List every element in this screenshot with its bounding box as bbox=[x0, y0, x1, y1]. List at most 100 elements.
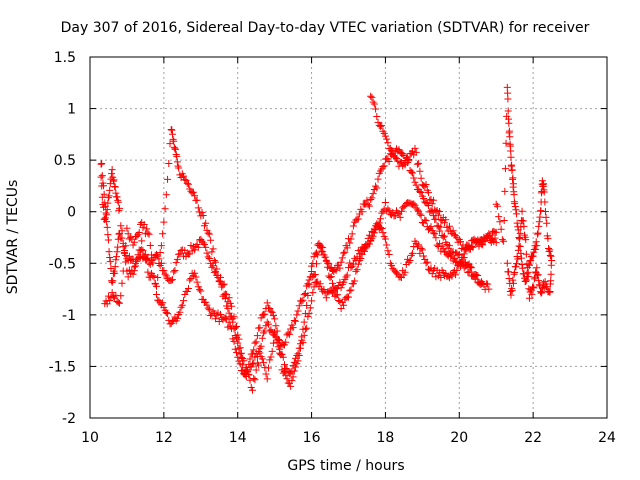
data-point bbox=[340, 249, 348, 257]
data-point bbox=[272, 322, 280, 330]
data-point bbox=[347, 264, 355, 272]
data-point bbox=[512, 206, 520, 214]
data-point bbox=[333, 291, 341, 299]
data-point bbox=[352, 267, 360, 275]
data-point bbox=[501, 187, 509, 195]
data-point bbox=[541, 198, 549, 206]
data-point bbox=[433, 222, 441, 230]
data-point bbox=[306, 273, 314, 281]
data-point bbox=[406, 256, 414, 264]
data-point bbox=[155, 260, 163, 268]
data-point bbox=[130, 267, 138, 275]
data-point bbox=[124, 230, 132, 238]
data-point bbox=[535, 277, 543, 285]
data-point bbox=[493, 202, 501, 210]
data-point bbox=[374, 118, 382, 126]
data-point bbox=[540, 279, 548, 287]
data-point bbox=[97, 173, 105, 181]
data-point bbox=[320, 285, 328, 293]
data-point bbox=[535, 222, 543, 230]
data-point bbox=[519, 264, 527, 272]
data-point bbox=[314, 251, 322, 259]
data-point bbox=[98, 193, 106, 201]
data-point bbox=[144, 268, 152, 276]
data-point bbox=[504, 95, 512, 103]
data-point bbox=[370, 100, 378, 108]
data-point bbox=[168, 126, 176, 134]
data-point bbox=[423, 258, 431, 266]
data-point bbox=[98, 182, 106, 190]
data-point bbox=[102, 297, 110, 305]
data-point bbox=[517, 254, 525, 262]
data-point bbox=[204, 253, 212, 261]
data-point bbox=[496, 218, 504, 226]
data-point bbox=[394, 209, 402, 217]
data-point bbox=[234, 339, 242, 347]
data-point bbox=[113, 248, 121, 256]
data-point bbox=[236, 360, 244, 368]
data-point bbox=[225, 318, 233, 326]
data-point bbox=[437, 273, 445, 281]
data-point bbox=[276, 349, 284, 357]
data-point bbox=[214, 273, 222, 281]
data-point bbox=[535, 281, 543, 289]
data-point bbox=[383, 241, 391, 249]
data-point bbox=[216, 311, 224, 319]
data-point bbox=[517, 223, 525, 231]
x-tick-label: 24 bbox=[598, 430, 616, 446]
data-point bbox=[239, 367, 247, 375]
data-point bbox=[538, 288, 546, 296]
data-point bbox=[421, 216, 429, 224]
data-point bbox=[348, 230, 356, 238]
data-point bbox=[304, 291, 312, 299]
data-point bbox=[168, 276, 176, 284]
data-point bbox=[466, 263, 474, 271]
data-point bbox=[484, 280, 492, 288]
data-point bbox=[510, 191, 518, 199]
data-point bbox=[115, 230, 123, 238]
data-point bbox=[159, 299, 167, 307]
data-point bbox=[309, 289, 317, 297]
data-point bbox=[183, 179, 191, 187]
data-point bbox=[431, 230, 439, 238]
data-point bbox=[250, 359, 258, 367]
data-point bbox=[160, 218, 168, 226]
data-point bbox=[109, 277, 117, 285]
data-point bbox=[372, 105, 380, 113]
data-point bbox=[123, 224, 131, 232]
data-point bbox=[305, 309, 313, 317]
data-point bbox=[524, 264, 532, 272]
data-point bbox=[428, 270, 436, 278]
data-point bbox=[417, 244, 425, 252]
data-point bbox=[374, 175, 382, 183]
data-point bbox=[473, 271, 481, 279]
data-point bbox=[413, 160, 421, 168]
data-point bbox=[530, 275, 538, 283]
data-point bbox=[114, 243, 122, 251]
data-point bbox=[532, 245, 540, 253]
y-tick-labels: -2 -1.5 -1 -0.5 0 0.5 1 1.5 bbox=[49, 50, 76, 427]
data-point bbox=[369, 190, 377, 198]
data-point bbox=[264, 320, 272, 328]
data-point bbox=[311, 271, 319, 279]
data-point bbox=[442, 216, 450, 224]
data-point bbox=[405, 156, 413, 164]
data-point bbox=[385, 251, 393, 259]
data-point bbox=[118, 234, 126, 242]
data-point bbox=[349, 222, 357, 230]
data-point bbox=[184, 285, 192, 293]
data-point bbox=[132, 262, 140, 270]
data-point bbox=[175, 250, 183, 258]
data-point bbox=[328, 279, 336, 287]
data-point bbox=[471, 270, 479, 278]
data-point bbox=[204, 304, 212, 312]
data-point bbox=[532, 269, 540, 277]
data-point bbox=[106, 258, 114, 266]
data-point bbox=[459, 254, 467, 262]
data-point bbox=[205, 230, 213, 238]
data-point bbox=[258, 334, 266, 342]
data-point bbox=[397, 207, 405, 215]
y-tick-label: -0.5 bbox=[49, 256, 76, 272]
data-point bbox=[145, 230, 153, 238]
data-point bbox=[312, 260, 320, 268]
